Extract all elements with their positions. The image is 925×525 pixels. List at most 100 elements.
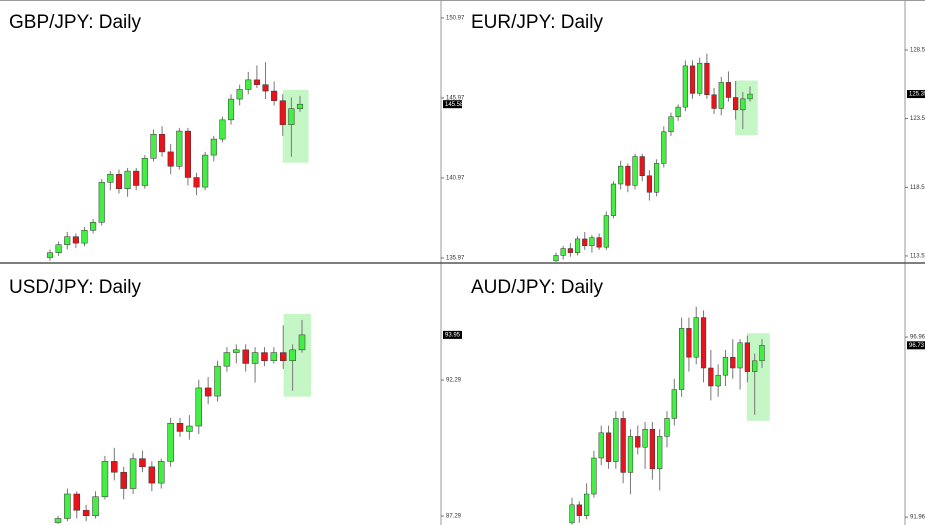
highlight-box [282,89,309,163]
candle-body [233,349,240,353]
candle-body [649,428,656,470]
candle-body [678,328,685,390]
candle-body [214,365,221,397]
candle-body [596,237,602,248]
candle-body [567,248,573,253]
candle-body [253,79,260,85]
candle-body [675,106,681,117]
candle-body [101,461,109,497]
candle-body [236,89,243,100]
candle-body [582,238,588,247]
candle-body [167,151,174,167]
candle-body [589,237,595,247]
candle-body [682,65,688,108]
candle-body [725,82,732,98]
candle-body [744,342,751,372]
candle-body [82,510,90,517]
candle-body [279,352,287,361]
candle-body [184,130,191,178]
last-price-box [443,100,462,109]
candle-body [262,84,269,92]
candle-body [141,158,148,186]
last-price-label: 96.73 [909,343,925,349]
candle-body [715,374,721,387]
y-tick-label: 150.97 [446,16,465,22]
candle-body [657,436,663,470]
candle-body [618,165,624,185]
candle-body [610,183,617,216]
candle-body [632,156,638,186]
y-tick-label: 145.97 [446,96,465,102]
y-tick-label: 87.29 [446,514,462,520]
chart-title: EUR/JPY: Daily [471,12,603,33]
candle-body [120,471,127,489]
chart-title: USD/JPY: Daily [9,277,141,298]
y-tick-label: 96.96 [910,335,925,341]
chart-title: GBP/JPY: Daily [9,12,141,33]
candle-body [693,317,699,358]
y-tick-label: 128.56 [910,48,925,54]
candle-body [697,62,703,94]
candle-body [223,352,231,367]
y-tick-label: 91.96 [910,515,925,521]
candle-body [576,504,582,516]
candle-body [661,131,667,164]
candle-body [737,342,743,369]
candle-body [210,138,217,156]
candle-body [195,387,203,427]
candle-body [569,504,575,524]
y-tick-label: 113.56 [910,254,925,260]
candle-body [635,436,641,448]
last-price-box [907,90,925,99]
chart-title: AUD/JPY: Daily [471,277,603,298]
candle-body [620,418,626,473]
last-price-box [443,330,462,339]
candle-body [711,94,717,109]
candle-body [627,436,634,473]
candle-body [46,252,54,258]
candle-body [560,248,566,256]
candle-body [219,119,226,140]
candle-body [129,458,137,489]
candle-body [227,98,235,121]
y-tick-label: 135.97 [446,256,465,262]
candle-body [639,156,645,177]
candle-body [90,222,97,231]
candle-body [115,174,123,189]
candle-body [642,428,648,448]
candle-body [598,432,604,459]
candle-body [288,108,295,125]
candle-body [107,174,114,183]
candle-body [204,387,212,397]
candle-body [583,493,590,516]
candle-body [81,230,88,244]
candle-body [613,418,619,462]
candle-body [646,175,652,193]
candle-body [591,457,597,495]
candle-body [98,182,105,223]
candle-body [730,356,736,369]
candle-body [133,170,140,186]
candle-body [704,62,710,95]
candle-body [603,215,609,248]
candle-body [72,236,79,244]
last-price-label: 93.95 [445,332,461,338]
candle-body [73,493,81,511]
highlight-box [283,313,311,397]
candle-body [150,134,157,159]
candle-body [605,432,612,462]
candle-body [686,328,692,358]
highlight-box [735,80,758,136]
candle-body [722,356,729,376]
candle-body [176,423,184,432]
candle-body [261,352,268,361]
candle-body [733,97,739,111]
candle-body [139,458,146,468]
candle-body [700,317,707,369]
candle-body [270,352,278,361]
y-tick-label: 92.29 [446,378,462,384]
candle-body [148,466,156,484]
candle-body [251,352,259,364]
candle-body [111,461,118,473]
candle-body [202,154,209,188]
